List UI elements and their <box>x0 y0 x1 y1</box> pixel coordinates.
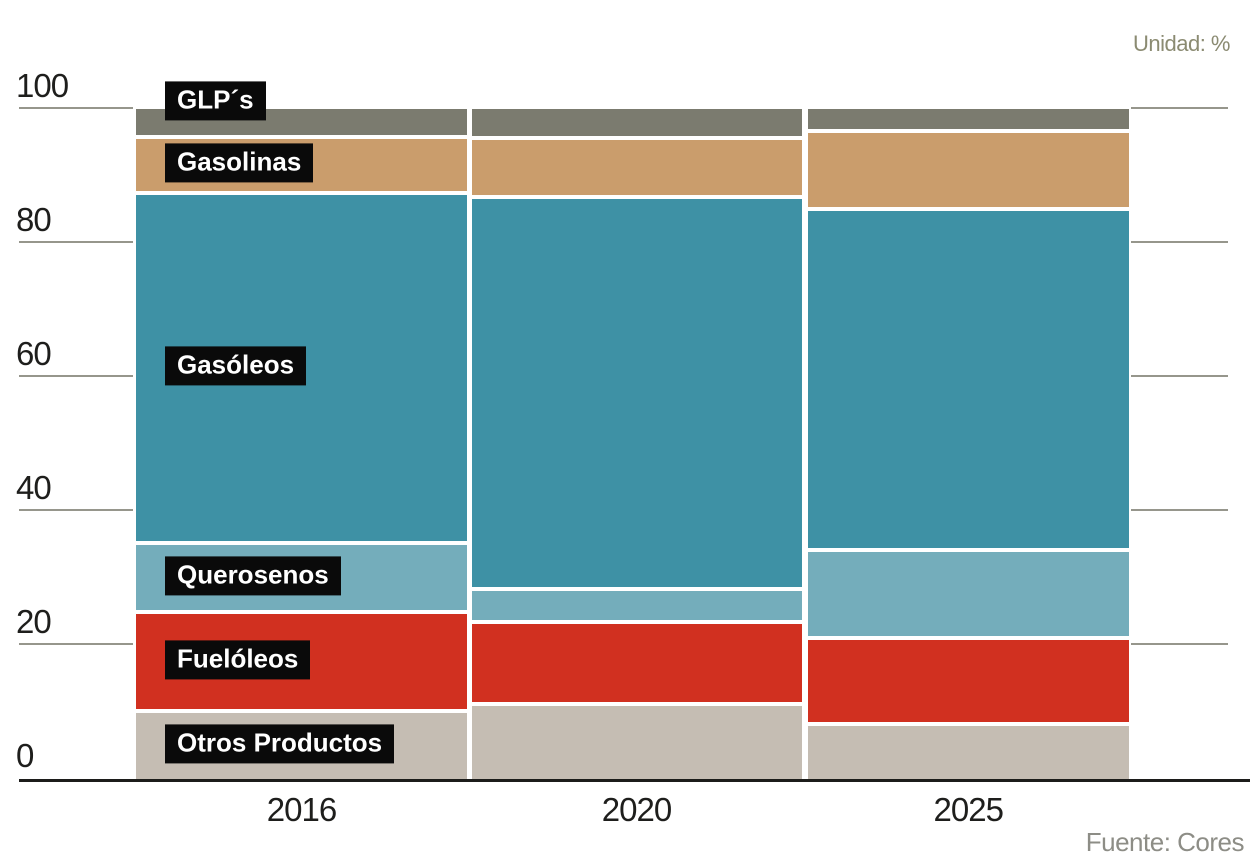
x-axis-label-2016: 2016 <box>266 791 337 828</box>
series-label: Fuelóleos <box>165 640 311 680</box>
bar-segment-2025 <box>808 636 1129 722</box>
x-axis-label-2020: 2020 <box>601 791 672 828</box>
y-axis-tick-label: 80 <box>16 200 52 238</box>
x-axis-baseline <box>19 779 1250 782</box>
bar-segment-2020 <box>471 135 802 195</box>
bar-segment-2020 <box>471 620 802 702</box>
gridline-stub-right <box>1131 106 1228 109</box>
gridline-stub-right <box>1131 508 1228 511</box>
x-axis-label-2025: 2025 <box>933 791 1004 828</box>
gridline-stub-right <box>1131 642 1228 645</box>
y-axis-tick-label: 40 <box>16 468 52 506</box>
bar-segment-2020 <box>471 701 802 779</box>
series-label: Gasóleos <box>165 346 307 386</box>
bar-segment-2025 <box>808 207 1129 549</box>
bar-segment-2025 <box>808 548 1129 637</box>
y-axis-tick-label: 20 <box>16 602 52 640</box>
bar-segment-2025 <box>808 108 1129 130</box>
gridline-stub-right <box>1131 240 1228 243</box>
y-axis-tick-label: 0 <box>16 737 34 774</box>
series-label: Querosenos <box>165 555 341 596</box>
gridline-stub-left <box>19 508 133 511</box>
bar-segment-2020 <box>471 108 802 136</box>
gridline-stub-left <box>19 374 133 377</box>
gridline-stub-right <box>1131 374 1228 377</box>
bar-segment-2025 <box>808 129 1129 208</box>
series-label: Gasolinas <box>165 143 314 183</box>
gridline-stub-left <box>19 642 133 645</box>
gridline-stub-left <box>19 240 133 243</box>
y-axis-tick-label: 100 <box>16 66 69 104</box>
source-label: Fuente: Cores <box>1085 827 1245 857</box>
unit-label: Unidad: % <box>1132 31 1231 56</box>
y-axis-tick-label: 60 <box>16 334 52 372</box>
bar-segment-2020 <box>471 194 802 587</box>
gridline-stub-left <box>19 106 133 109</box>
bar-segment-2025 <box>808 722 1129 779</box>
series-label: GLP´s <box>165 81 266 121</box>
bar-segment-2020 <box>471 586 802 621</box>
series-label: Otros Productos <box>165 724 395 764</box>
